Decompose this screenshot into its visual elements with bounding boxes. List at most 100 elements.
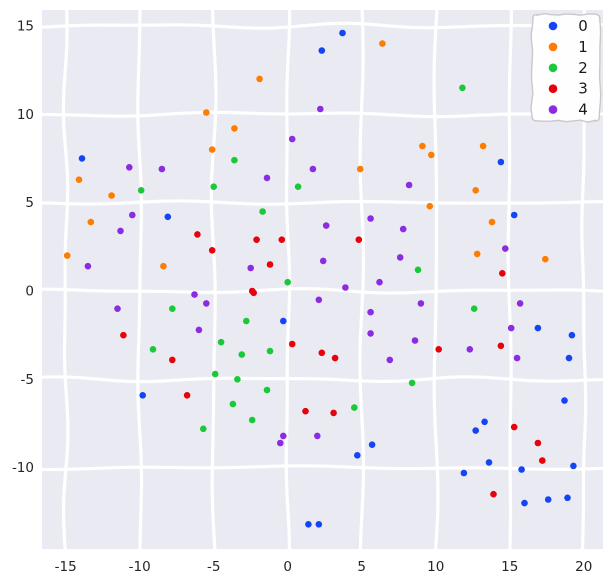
legend-label-2: 2 — [578, 59, 588, 77]
data-point-class-0 — [472, 427, 480, 434]
y-tick-label: 5 — [25, 195, 34, 211]
y-tick-label: 10 — [17, 107, 34, 123]
data-point-class-2 — [243, 317, 250, 325]
data-point-class-2 — [217, 338, 225, 346]
data-point-class-0 — [368, 441, 376, 449]
data-point-class-3 — [499, 270, 506, 277]
data-point-class-1 — [203, 109, 210, 116]
legend-swatch-1 — [548, 42, 558, 52]
legend-label-1: 1 — [578, 38, 588, 56]
gridline-horizontal — [40, 464, 605, 472]
legend-swatch-4 — [548, 105, 558, 114]
data-point-class-4 — [322, 222, 330, 229]
data-point-class-0 — [544, 496, 552, 503]
data-point-class-3 — [250, 289, 257, 297]
data-point-class-1 — [479, 142, 487, 150]
x-tick-label: 0 — [283, 559, 292, 575]
data-point-class-0 — [318, 47, 326, 54]
data-point-class-0 — [518, 466, 525, 473]
data-point-class-4 — [277, 439, 284, 447]
data-point-class-0 — [339, 29, 346, 37]
x-tick-label: -5 — [207, 559, 220, 575]
data-point-class-2 — [259, 208, 266, 215]
data-point-class-4 — [280, 432, 287, 440]
data-point-class-1 — [160, 262, 167, 270]
data-point-class-0 — [460, 469, 468, 477]
data-point-class-1 — [87, 218, 95, 226]
data-point-class-4 — [317, 105, 324, 113]
data-point-class-3 — [435, 346, 443, 353]
data-point-class-4 — [84, 262, 92, 270]
data-point-class-0 — [570, 462, 577, 470]
data-point-class-0 — [564, 494, 571, 502]
data-point-class-0 — [164, 213, 172, 221]
data-point-class-4 — [117, 227, 124, 235]
data-point-class-0 — [315, 521, 323, 528]
data-point-class-4 — [399, 225, 407, 233]
data-point-class-4 — [126, 164, 133, 171]
legend-label-0: 0 — [578, 17, 588, 35]
data-point-class-0 — [481, 418, 488, 426]
data-point-class-4 — [247, 264, 254, 272]
data-point-class-2 — [200, 425, 207, 433]
data-point-class-0 — [78, 155, 86, 162]
data-point-class-3 — [288, 340, 296, 348]
x-tick-label: 10 — [427, 559, 444, 575]
data-point-class-1 — [256, 75, 263, 83]
gridline-horizontal — [40, 287, 605, 295]
data-point-class-3 — [318, 349, 326, 357]
data-point-class-4 — [386, 356, 394, 364]
data-point-class-4 — [288, 135, 296, 143]
data-point-class-2 — [266, 347, 274, 355]
data-point-class-3 — [331, 354, 339, 362]
data-point-class-3 — [490, 490, 497, 498]
data-point-class-4 — [319, 257, 327, 265]
data-point-class-4 — [203, 300, 210, 307]
legend-swatch-2 — [548, 63, 558, 73]
gridline-horizontal — [40, 21, 605, 30]
data-point-class-3 — [355, 236, 363, 243]
data-point-class-0 — [305, 521, 312, 528]
data-point-class-4 — [367, 330, 374, 337]
data-point-class-3 — [330, 409, 337, 417]
data-point-class-2 — [238, 351, 246, 358]
data-point-class-2 — [229, 400, 237, 408]
data-point-class-4 — [405, 181, 413, 189]
data-point-class-4 — [114, 305, 121, 313]
gridline-horizontal — [40, 199, 605, 206]
data-point-class-1 — [472, 187, 480, 194]
data-point-class-4 — [513, 354, 521, 362]
gridline-vertical — [432, 8, 440, 551]
gridline-vertical — [209, 8, 218, 551]
data-point-class-3 — [539, 457, 546, 464]
data-point-class-3 — [497, 342, 505, 350]
data-point-class-4 — [314, 432, 321, 440]
data-point-class-1 — [428, 151, 435, 159]
data-point-class-2 — [231, 156, 238, 164]
gridline-vertical — [506, 8, 514, 551]
data-point-class-3 — [266, 261, 274, 268]
data-point-class-1 — [419, 142, 426, 150]
data-point-class-4 — [367, 215, 374, 222]
data-point-class-2 — [294, 183, 302, 190]
data-point-class-4 — [315, 296, 323, 304]
data-point-class-4 — [129, 211, 136, 219]
data-point-class-4 — [342, 284, 349, 291]
x-tick-label: 20 — [575, 559, 592, 575]
data-point-class-4 — [516, 300, 524, 307]
legend-label-3: 3 — [578, 80, 588, 98]
data-point-class-3 — [208, 247, 216, 254]
x-tick-label: -10 — [129, 559, 151, 575]
data-point-class-0 — [485, 459, 493, 466]
data-point-class-1 — [356, 165, 364, 173]
data-point-class-2 — [210, 183, 217, 190]
data-point-class-2 — [284, 278, 292, 286]
data-point-class-1 — [208, 146, 216, 153]
data-point-class-4 — [376, 278, 383, 286]
data-point-class-1 — [63, 252, 71, 259]
data-point-class-0 — [568, 331, 576, 339]
data-point-class-4 — [309, 165, 317, 173]
data-point-class-0 — [280, 317, 287, 325]
data-point-class-0 — [139, 392, 146, 399]
